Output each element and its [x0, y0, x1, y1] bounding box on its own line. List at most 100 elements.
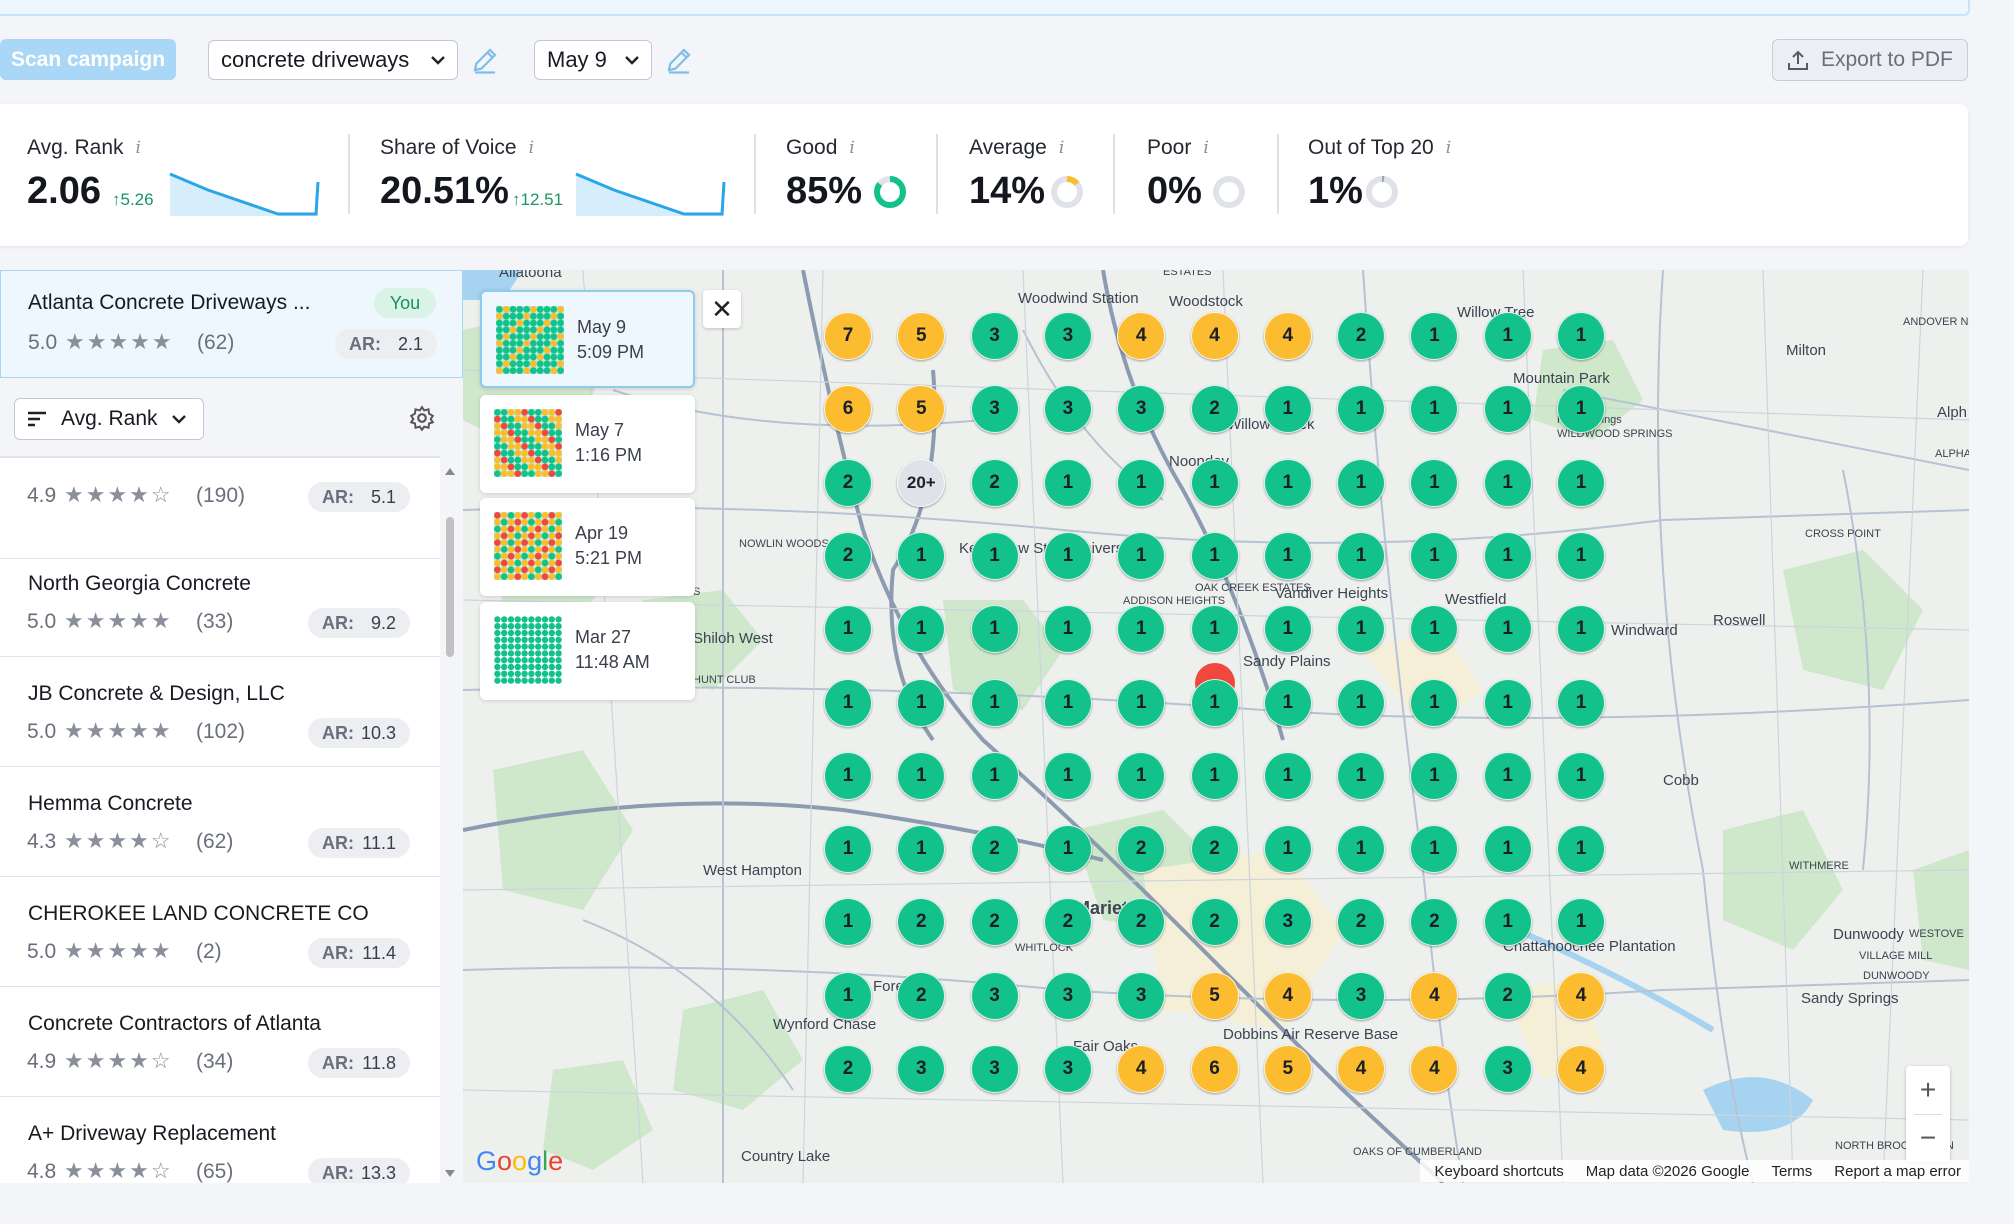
rank-pin[interactable]: 1: [1337, 678, 1386, 727]
rank-pin[interactable]: 1: [1337, 458, 1386, 507]
rank-pin[interactable]: 4: [1557, 971, 1605, 1020]
rank-pin[interactable]: 5: [1190, 971, 1239, 1020]
scan-campaign-button[interactable]: Scan campaign: [0, 39, 176, 80]
rank-pin[interactable]: 1: [1410, 531, 1459, 580]
rank-pin[interactable]: 1: [1410, 458, 1459, 507]
competitor-row[interactable]: A+ Driveway Replacement 4.8 ★★★★☆ (65) AR: 13…: [0, 1098, 440, 1183]
rank-pin[interactable]: 1: [1410, 678, 1459, 727]
rank-pin[interactable]: 1: [897, 825, 946, 874]
rank-pin[interactable]: 1: [1557, 312, 1605, 360]
competitor-row[interactable]: Concrete Contractors of Atlanta 4.9 ★★★★☆ (…: [0, 988, 440, 1097]
rank-pin[interactable]: 2: [824, 1045, 872, 1093]
rank-pin[interactable]: 1: [1483, 678, 1532, 727]
rank-pin[interactable]: 1: [1263, 458, 1312, 507]
rank-pin[interactable]: 2: [1337, 898, 1386, 947]
rank-pin[interactable]: 1: [897, 531, 946, 580]
rank-pin[interactable]: 3: [1337, 971, 1386, 1020]
keyboard-shortcuts-link[interactable]: Keyboard shortcuts: [1434, 1162, 1564, 1180]
list-scrollbar[interactable]: [444, 465, 456, 1180]
rank-pin[interactable]: 3: [970, 385, 1019, 434]
rank-pin[interactable]: 1: [1483, 531, 1532, 580]
rank-pin[interactable]: 1: [1483, 385, 1532, 434]
rank-pin[interactable]: 1: [824, 605, 872, 654]
rank-pin[interactable]: 1: [1043, 751, 1092, 800]
rank-pin[interactable]: 6: [1190, 1045, 1239, 1093]
rank-pin[interactable]: 2: [1190, 825, 1239, 874]
rank-pin[interactable]: 2: [1117, 825, 1166, 874]
rank-pin[interactable]: 3: [1043, 1045, 1092, 1093]
edit-keyword-icon[interactable]: [470, 45, 500, 75]
rank-pin[interactable]: 2: [824, 458, 872, 507]
rank-pin[interactable]: 3: [1263, 898, 1312, 947]
rank-pin[interactable]: 3: [1483, 1045, 1532, 1093]
rank-pin[interactable]: 1: [970, 605, 1019, 654]
info-icon[interactable]: i: [528, 138, 535, 158]
rank-pin[interactable]: 4: [1410, 971, 1459, 1020]
rank-pin[interactable]: 1: [824, 971, 872, 1020]
rank-pin[interactable]: 1: [1043, 531, 1092, 580]
rank-pin[interactable]: 6: [824, 385, 872, 434]
competitor-row[interactable]: North Georgia Concrete 5.0 ★★★★★ (33) AR: 9.2: [0, 548, 440, 657]
info-icon[interactable]: i: [1058, 138, 1065, 158]
rank-pin[interactable]: 1: [1483, 605, 1532, 654]
rank-pin[interactable]: 1: [897, 605, 946, 654]
rank-pin[interactable]: 3: [970, 1045, 1019, 1093]
rank-pin[interactable]: 4: [1263, 312, 1312, 360]
competitor-row[interactable]: 4.9 ★★★★☆ (190) AR: 5.1: [0, 458, 440, 559]
rank-pin[interactable]: 2: [897, 898, 946, 947]
rank-pin[interactable]: 1: [1557, 751, 1605, 800]
rank-pin[interactable]: 1: [1117, 678, 1166, 727]
rank-pin[interactable]: 1: [1337, 385, 1386, 434]
settings-gear-icon[interactable]: [409, 405, 435, 431]
rank-pin[interactable]: 1: [1410, 312, 1459, 360]
keyword-dropdown[interactable]: concrete driveways: [208, 40, 458, 80]
rank-pin[interactable]: 3: [1043, 312, 1092, 360]
rank-pin[interactable]: 1: [1483, 312, 1532, 360]
rank-pin[interactable]: 1: [970, 751, 1019, 800]
rank-pin[interactable]: 1: [1483, 898, 1532, 947]
rank-pin[interactable]: 3: [1117, 971, 1166, 1020]
rank-pin[interactable]: 4: [1410, 1045, 1459, 1093]
rank-pin[interactable]: 2: [1483, 971, 1532, 1020]
rank-pin[interactable]: 1: [1557, 678, 1605, 727]
selected-business-card[interactable]: Atlanta Concrete Driveways ... 5.0 ★★★★★…: [0, 270, 463, 378]
rank-pin[interactable]: 1: [1190, 531, 1239, 580]
rank-pin[interactable]: 1: [1483, 825, 1532, 874]
rank-pin[interactable]: 1: [1190, 678, 1239, 727]
rank-pin[interactable]: 1: [1043, 458, 1092, 507]
rank-pin[interactable]: 1: [1410, 385, 1459, 434]
info-icon[interactable]: i: [135, 138, 141, 158]
rank-pin[interactable]: 1: [1337, 605, 1386, 654]
rank-pin[interactable]: 4: [1263, 971, 1312, 1020]
rank-pin[interactable]: 1: [1117, 531, 1166, 580]
rank-pin[interactable]: 4: [1117, 312, 1166, 360]
rank-pin[interactable]: 2: [897, 971, 946, 1020]
rank-pin[interactable]: 5: [897, 312, 946, 360]
rank-pin[interactable]: 2: [970, 898, 1019, 947]
info-icon[interactable]: i: [1445, 138, 1452, 158]
rank-pin[interactable]: 1: [1117, 458, 1166, 507]
rank-pin[interactable]: 5: [897, 385, 946, 434]
rank-pin[interactable]: 1: [1337, 751, 1386, 800]
rank-pin[interactable]: 1: [1557, 825, 1605, 874]
scan-date-dropdown[interactable]: May 9: [534, 40, 652, 80]
rank-pin[interactable]: 3: [1117, 385, 1166, 434]
export-pdf-button[interactable]: Export to PDF: [1772, 39, 1968, 81]
rank-pin[interactable]: 1: [1190, 751, 1239, 800]
rank-pin[interactable]: 1: [824, 678, 872, 727]
rank-pin[interactable]: 3: [970, 971, 1019, 1020]
rank-pin[interactable]: 1: [897, 751, 946, 800]
rank-pin[interactable]: 1: [1410, 605, 1459, 654]
scan-history-card[interactable]: Apr 19 5:21 PM: [480, 498, 695, 596]
rank-pin[interactable]: 1: [1557, 458, 1605, 507]
close-history-button[interactable]: ✕: [703, 290, 741, 328]
rank-pin[interactable]: 20+: [897, 458, 946, 507]
rank-pin[interactable]: 3: [1043, 971, 1092, 1020]
rank-pin[interactable]: 1: [897, 678, 946, 727]
rank-pin[interactable]: 1: [1117, 605, 1166, 654]
zoom-out-button[interactable]: −: [1919, 1122, 1937, 1153]
edit-date-icon[interactable]: [664, 45, 694, 75]
competitor-row[interactable]: CHEROKEE LAND CONCRETE CO 5.0 ★★★★★ (2) AR: 1…: [0, 878, 440, 987]
rank-pin[interactable]: 4: [1190, 312, 1239, 360]
rank-pin[interactable]: 1: [1263, 385, 1312, 434]
